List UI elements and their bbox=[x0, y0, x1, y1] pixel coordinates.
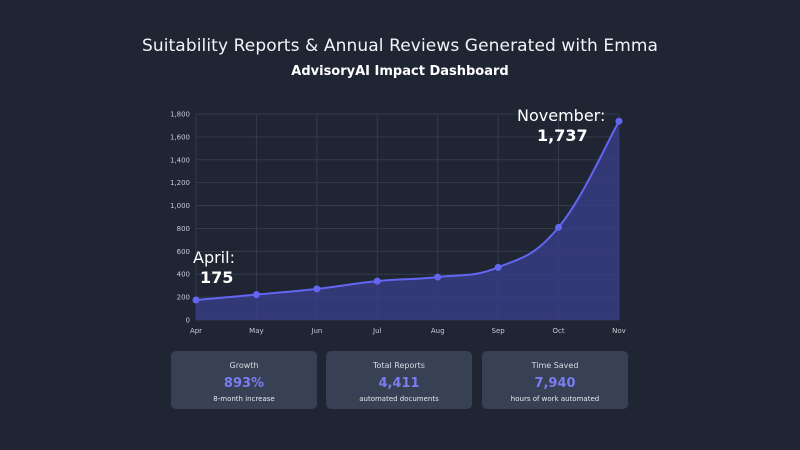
growth-card-desc: 8-month increase bbox=[213, 395, 275, 403]
total-reports-card-label: Total Reports bbox=[373, 361, 425, 370]
data-point bbox=[252, 291, 260, 299]
total-reports-card-desc: automated documents bbox=[359, 395, 439, 403]
data-point bbox=[192, 296, 200, 304]
y-tick-label: 0 bbox=[186, 317, 190, 325]
time-saved-card-desc: hours of work automated bbox=[510, 395, 600, 403]
y-tick-label: 1,000 bbox=[170, 202, 190, 210]
x-tick-label: Apr bbox=[190, 327, 202, 335]
dashboard-subtitle: AdvisoryAI Impact Dashboard bbox=[291, 64, 509, 79]
x-tick-label: Oct bbox=[553, 327, 565, 335]
annotation-april: April: 175 bbox=[193, 248, 235, 288]
data-point bbox=[615, 117, 623, 125]
y-tick-label: 1,800 bbox=[170, 111, 190, 119]
data-point bbox=[373, 277, 381, 285]
annotation-april-label: April: bbox=[193, 248, 235, 267]
y-tick-label: 400 bbox=[177, 271, 190, 279]
x-tick-label: May bbox=[249, 327, 263, 335]
data-point bbox=[555, 223, 563, 231]
series-area bbox=[196, 121, 619, 321]
y-tick-label: 800 bbox=[177, 225, 190, 233]
annotation-april-value: 175 bbox=[200, 268, 234, 287]
time-saved-card-label: Time Saved bbox=[531, 361, 579, 370]
annotation-november-value: 1,737 bbox=[537, 126, 588, 145]
annotation-november-label: November: bbox=[517, 106, 606, 125]
x-tick-label: Jun bbox=[310, 327, 322, 335]
y-tick-label: 1,400 bbox=[170, 156, 190, 164]
x-tick-label: Nov bbox=[612, 327, 626, 335]
total-reports-card: Total Reports 4,411 automated documents bbox=[326, 351, 472, 409]
growth-card-label: Growth bbox=[229, 361, 259, 370]
data-point bbox=[434, 273, 442, 281]
x-tick-label: Sep bbox=[492, 327, 506, 335]
x-tick-label: Aug bbox=[431, 327, 445, 335]
y-tick-label: 1,600 bbox=[170, 133, 190, 141]
time-saved-card-value: 7,940 bbox=[534, 376, 576, 391]
total-reports-card-value: 4,411 bbox=[378, 376, 420, 391]
series-line bbox=[195, 120, 620, 301]
data-point bbox=[494, 263, 502, 271]
growth-card-value: 893% bbox=[223, 376, 265, 391]
growth-card: Growth 893% 8-month increase bbox=[171, 351, 317, 409]
x-tick-label: Jul bbox=[372, 327, 382, 335]
y-tick-label: 1,200 bbox=[170, 179, 190, 187]
dashboard-title: Suitability Reports & Annual Reviews Gen… bbox=[141, 36, 659, 56]
y-tick-label: 600 bbox=[177, 248, 190, 256]
data-point bbox=[313, 285, 321, 293]
time-saved-card: Time Saved 7,940 hours of work automated bbox=[482, 351, 628, 409]
y-tick-label: 200 bbox=[177, 294, 190, 302]
annotation-november: November: 1,737 bbox=[517, 106, 605, 146]
